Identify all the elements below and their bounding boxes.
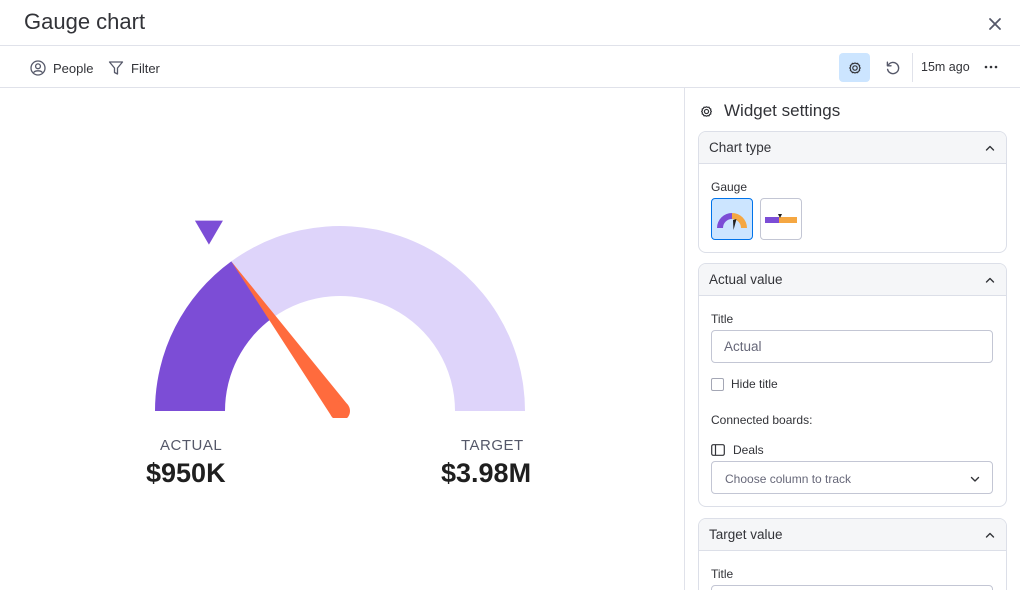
more-actions-button[interactable]: [980, 55, 1002, 79]
chevron-up-icon[interactable]: [984, 274, 996, 286]
more-icon: [984, 65, 998, 69]
target-value-header: Target value: [709, 527, 783, 542]
target-title-label: Title: [711, 567, 734, 581]
hide-title-label: Hide title: [731, 377, 778, 391]
chart-type-bar-option[interactable]: [760, 198, 802, 240]
chevron-down-icon: [970, 476, 980, 482]
gear-icon: [848, 61, 861, 74]
chart-type-section: Chart type Gauge: [698, 131, 1007, 253]
filter-button[interactable]: Filter: [108, 57, 160, 79]
actual-marker-icon: [194, 220, 223, 245]
gear-icon: [701, 105, 712, 117]
panel-title: Widget settings: [724, 101, 841, 120]
gauge-needle: [231, 261, 349, 417]
chart-type-header: Chart type: [709, 140, 772, 155]
connected-boards-label: Connected boards:: [711, 413, 813, 427]
gauge-field-label: Gauge: [711, 180, 748, 194]
chevron-up-icon[interactable]: [984, 142, 996, 154]
gauge-remaining-arc: [231, 226, 525, 411]
toolbar: People Filter 15m ago: [0, 47, 1020, 88]
filter-icon: [108, 61, 124, 75]
hide-title-checkbox-row[interactable]: Hide title: [711, 377, 778, 391]
gauge-actual-arc: [155, 261, 273, 411]
last-updated-text: 15m ago: [921, 60, 970, 74]
widget-settings-panel: Widget settings Chart type Gauge: [684, 88, 1020, 590]
people-filter-button[interactable]: People: [30, 57, 93, 79]
target-value: $3.98M: [441, 458, 532, 488]
board-name: Deals: [733, 443, 764, 457]
actual-value: $950K: [146, 458, 226, 488]
gauge-needle-hub: [330, 401, 350, 418]
actual-value-section: Actual value Title Hide title Connected …: [698, 263, 1007, 507]
gauge-icon: [717, 213, 747, 230]
progress-bar-icon: [765, 214, 797, 223]
connected-board-item: Deals: [711, 443, 764, 457]
board-icon: [711, 444, 725, 456]
panel-header: Widget settings: [699, 101, 840, 121]
chart-type-section-header[interactable]: Chart type: [699, 132, 1006, 164]
target-title-input[interactable]: [711, 585, 993, 590]
chart-type-gauge-option[interactable]: [711, 198, 753, 240]
close-button[interactable]: [984, 13, 1006, 35]
actual-value-header: Actual value: [709, 272, 783, 287]
modal-header: Gauge chart: [0, 0, 1020, 46]
refresh-button[interactable]: [880, 53, 906, 82]
refresh-icon: [886, 61, 900, 74]
chevron-up-icon[interactable]: [984, 529, 996, 541]
target-label: TARGET: [461, 437, 524, 454]
actual-value-section-header[interactable]: Actual value: [699, 264, 1006, 296]
column-select-text: Choose column to track: [725, 472, 852, 486]
widget-settings-button[interactable]: [839, 53, 870, 82]
gauge-chart: ACTUAL $950K TARGET $3.98M: [0, 88, 684, 590]
hide-title-checkbox[interactable]: [711, 377, 724, 391]
actual-title-label: Title: [711, 312, 734, 326]
target-value-section: Target value Title: [698, 518, 1007, 590]
actual-title-input[interactable]: [711, 330, 993, 363]
filter-label: Filter: [131, 60, 160, 76]
people-label: People: [53, 60, 94, 76]
target-value-section-header[interactable]: Target value: [699, 519, 1006, 551]
actual-label: ACTUAL: [160, 437, 223, 454]
toolbar-divider: [912, 53, 913, 82]
person-icon: [30, 60, 46, 76]
page-title: Gauge chart: [24, 9, 146, 34]
column-select[interactable]: Choose column to track: [711, 461, 993, 494]
close-icon: [989, 18, 1001, 30]
gauge-svg: [155, 220, 525, 418]
